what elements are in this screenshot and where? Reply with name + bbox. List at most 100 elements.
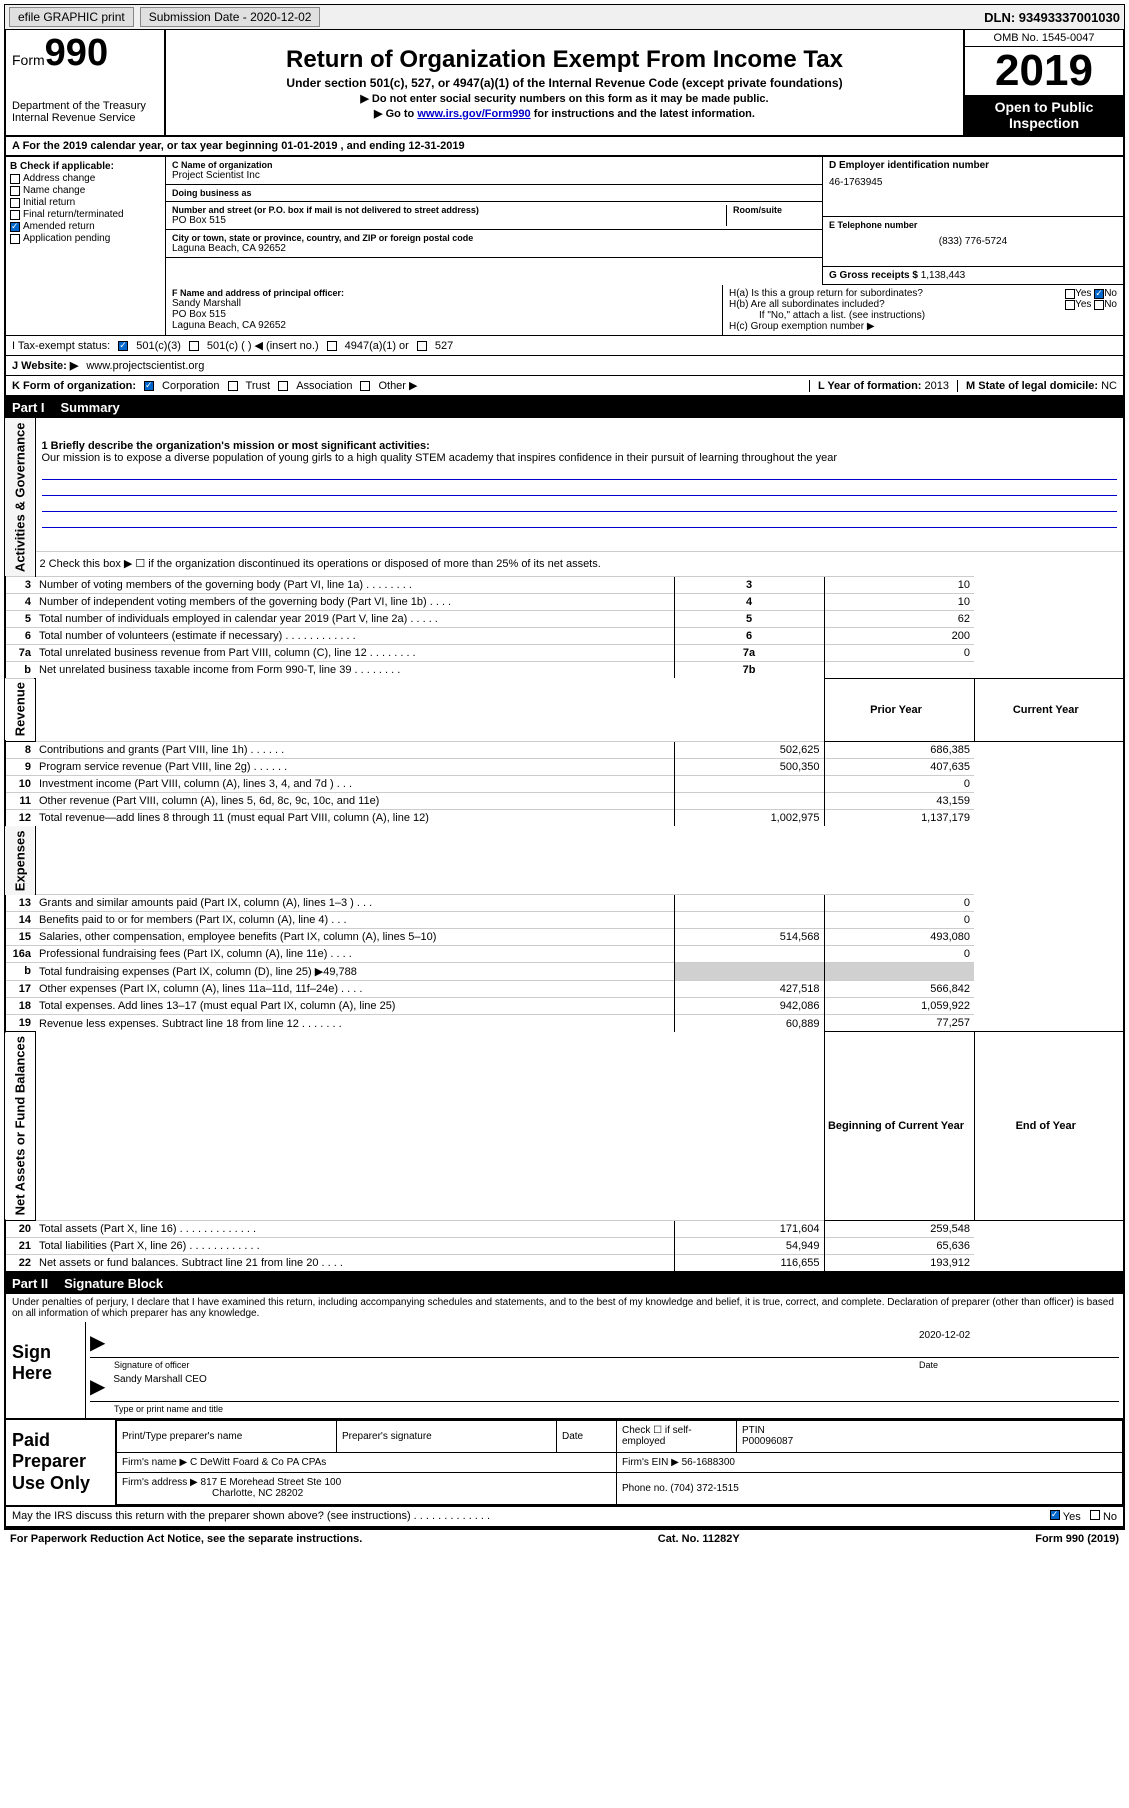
- colb-check[interactable]: [10, 210, 20, 220]
- hb-yes: Yes: [1075, 299, 1091, 310]
- line-box: 5: [674, 610, 824, 627]
- line-curr: 1,137,179: [824, 809, 974, 826]
- sign-block: Sign Here ▶ 2020-12-02 Signature of offi…: [4, 1322, 1125, 1420]
- part2-header: Part II Signature Block: [4, 1273, 1125, 1294]
- line-box: 7a: [674, 644, 824, 661]
- colb-check[interactable]: [10, 174, 20, 184]
- line-prior: 942,086: [674, 998, 824, 1015]
- opt-corp: Corporation: [162, 380, 219, 392]
- preparer-block: Paid Preparer Use Only Print/Type prepar…: [4, 1420, 1125, 1507]
- gross-value: 1,138,443: [921, 270, 966, 281]
- firm-label: Firm's name ▶: [122, 1457, 187, 1468]
- addr-value: PO Box 515: [172, 215, 726, 226]
- m-label: M State of legal domicile:: [966, 380, 1098, 392]
- row-a-tax-year: A For the 2019 calendar year, or tax yea…: [4, 137, 1125, 157]
- line1-label: 1 Briefly describe the organization's mi…: [42, 440, 1118, 452]
- sig-date: 2020-12-02: [919, 1330, 1119, 1355]
- line-box: 7b: [674, 661, 824, 678]
- line-label: Other expenses (Part IX, column (A), lin…: [35, 981, 674, 998]
- officer-addr2: Laguna Beach, CA 92652: [172, 320, 716, 331]
- opt-501c: 501(c) ( ) ◀ (insert no.): [207, 339, 319, 352]
- irs-link[interactable]: www.irs.gov/Form990: [417, 108, 530, 120]
- tax-exempt-label: I Tax-exempt status:: [12, 340, 110, 352]
- colb-check[interactable]: [10, 234, 20, 244]
- efile-button[interactable]: efile GRAPHIC print: [9, 7, 134, 27]
- line-curr: 0: [824, 775, 974, 792]
- assoc-check[interactable]: [278, 381, 288, 391]
- line-prior: 54,949: [674, 1237, 824, 1254]
- col-b: B Check if applicable: Address changeNam…: [6, 157, 166, 285]
- line-num: 22: [5, 1254, 35, 1272]
- 501c-check[interactable]: [189, 341, 199, 351]
- col-b-label: B Check if applicable:: [10, 161, 161, 172]
- ha-yes: Yes: [1075, 288, 1091, 299]
- 501c3-check[interactable]: [118, 341, 128, 351]
- line-curr: 0: [824, 946, 974, 963]
- sig-type-label: Type or print name and title: [90, 1404, 1119, 1414]
- submission-date-button[interactable]: Submission Date - 2020-12-02: [140, 7, 321, 27]
- colb-text: Amended return: [23, 221, 95, 232]
- city-label: City or town, state or province, country…: [172, 233, 816, 243]
- colb-item: Name change: [10, 185, 161, 196]
- dln-text: DLN: 93493337001030: [984, 10, 1120, 25]
- line-curr: 0: [824, 912, 974, 929]
- colb-text: Name change: [23, 185, 85, 196]
- form-word: Form: [12, 52, 45, 68]
- ein-label: D Employer identification number: [829, 160, 1117, 171]
- part2-num: Part II: [12, 1276, 48, 1291]
- colb-check[interactable]: [10, 222, 20, 232]
- col-d: D Employer identification number 46-1763…: [823, 157, 1123, 285]
- line-val: 10: [824, 576, 974, 593]
- row-k: K Form of organization: Corporation Trus…: [4, 376, 1125, 397]
- line-val: [824, 661, 974, 678]
- line-label: Total number of individuals employed in …: [35, 610, 674, 627]
- firm-addr-label: Firm's address ▶: [122, 1477, 198, 1488]
- dept-irs: Internal Revenue Service: [12, 112, 158, 124]
- colb-check[interactable]: [10, 198, 20, 208]
- omb-number: OMB No. 1545-0047: [965, 30, 1123, 47]
- note2-pre: ▶ Go to: [374, 108, 417, 120]
- corp-check[interactable]: [144, 381, 154, 391]
- line-curr: 65,636: [824, 1237, 974, 1254]
- line-prior: 427,518: [674, 981, 824, 998]
- colb-item: Application pending: [10, 233, 161, 244]
- discuss-yes-check[interactable]: [1050, 1510, 1060, 1520]
- form-header: Form 990 Department of the Treasury Inte…: [4, 30, 1125, 137]
- 527-check[interactable]: [417, 341, 427, 351]
- line-curr: 259,548: [824, 1220, 974, 1237]
- other-check[interactable]: [360, 381, 370, 391]
- opt-527: 527: [435, 340, 453, 352]
- line-prior: 60,889: [674, 1015, 824, 1032]
- discuss-no-check[interactable]: [1090, 1510, 1100, 1520]
- line-label: Total number of volunteers (estimate if …: [35, 627, 674, 644]
- col-c: C Name of organization Project Scientist…: [166, 157, 823, 285]
- firm-ein-label: Firm's EIN ▶: [622, 1457, 679, 1468]
- officer-name: Sandy Marshall: [172, 298, 716, 309]
- colb-text: Initial return: [23, 197, 75, 208]
- sig-arrow-icon: ▶: [90, 1330, 105, 1355]
- colb-check[interactable]: [10, 186, 20, 196]
- line-prior: 1,002,975: [674, 809, 824, 826]
- line-num: 13: [5, 895, 35, 912]
- ha-yes-check[interactable]: [1065, 289, 1075, 299]
- line-label: Total assets (Part X, line 16) . . . . .…: [35, 1220, 674, 1237]
- line1-text: Our mission is to expose a diverse popul…: [42, 452, 1118, 464]
- line-num: 14: [5, 912, 35, 929]
- line-label: Salaries, other compensation, employee b…: [35, 929, 674, 946]
- firm-phone: (704) 372-1515: [670, 1483, 738, 1494]
- hb-yes-check[interactable]: [1065, 300, 1075, 310]
- line-num: 19: [5, 1015, 35, 1032]
- line-label: Number of independent voting members of …: [35, 593, 674, 610]
- line-curr: 686,385: [824, 741, 974, 758]
- ha-no-check[interactable]: [1094, 289, 1104, 299]
- line-num: 17: [5, 981, 35, 998]
- line-num: 8: [5, 741, 35, 758]
- line-num: 9: [5, 758, 35, 775]
- trust-check[interactable]: [228, 381, 238, 391]
- line-label: Total expenses. Add lines 13–17 (must eq…: [35, 998, 674, 1015]
- 4947-check[interactable]: [327, 341, 337, 351]
- line-num: 18: [5, 998, 35, 1015]
- m-value: NC: [1101, 380, 1117, 392]
- line-prior: 514,568: [674, 929, 824, 946]
- hb-no-check[interactable]: [1094, 300, 1104, 310]
